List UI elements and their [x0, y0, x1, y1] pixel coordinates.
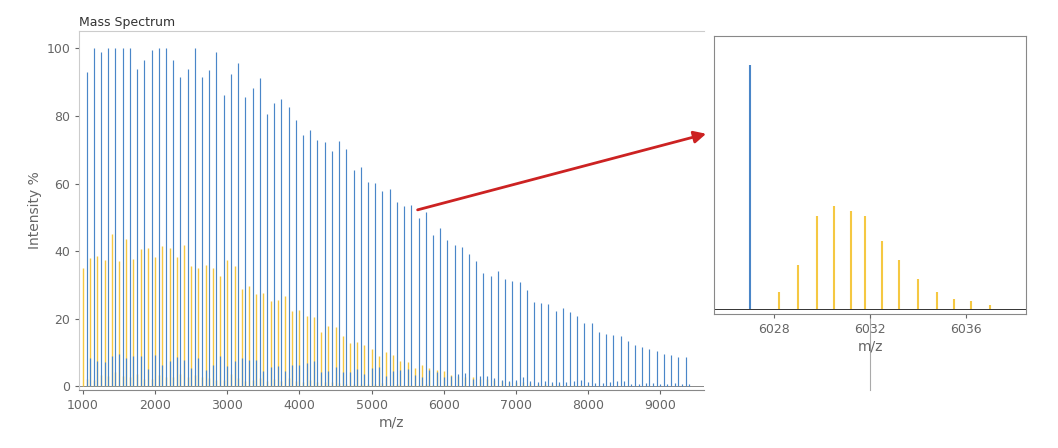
X-axis label: m/z: m/z — [857, 340, 883, 354]
Y-axis label: Intensity %: Intensity % — [29, 172, 42, 250]
Text: Mass Spectrum: Mass Spectrum — [79, 16, 176, 29]
X-axis label: m/z: m/z — [379, 416, 404, 430]
